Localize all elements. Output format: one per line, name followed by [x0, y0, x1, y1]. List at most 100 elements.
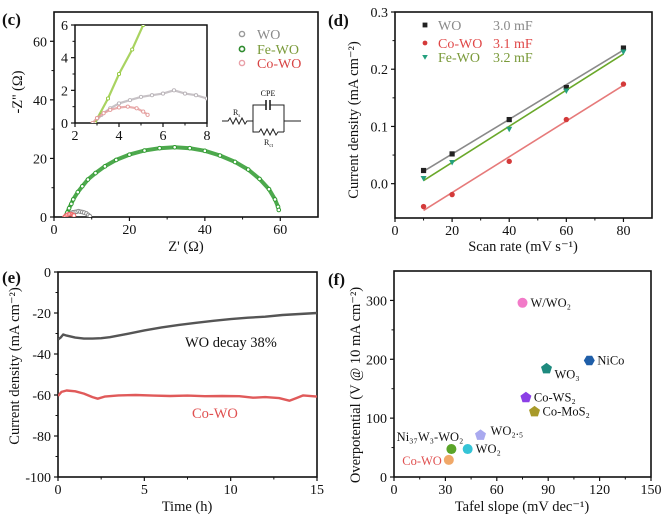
y-tick-label: 40	[33, 94, 47, 109]
y-tick-label: -40	[32, 348, 51, 363]
x-tick-label: 0	[392, 224, 399, 239]
legend-marker-co-wo	[238, 59, 246, 67]
legend-marker-fe-wo	[238, 45, 246, 53]
data-point-fe-wo	[70, 197, 76, 202]
legend-marker-wo	[422, 22, 428, 28]
x-tick-label: 5	[141, 483, 148, 498]
inset-data-point-co-wo	[108, 107, 113, 112]
inset-data-point-wo	[116, 101, 122, 106]
axes-f: 0 30 60 90 120 150 0 100 200 300	[366, 270, 662, 498]
inset-data-point-co-wo	[145, 112, 150, 117]
legend-marker-fe-wo	[422, 55, 428, 60]
inset-data-point-co-wo	[94, 116, 100, 121]
y-tick-label: 0.2	[371, 63, 389, 78]
x-tick-label: 60	[490, 483, 504, 498]
inset-data-point-fe-wo	[141, 25, 146, 28]
circuit-wire	[270, 104, 285, 132]
cpe-label: CPE	[261, 89, 276, 98]
marks-c	[62, 145, 282, 217]
legend-label-co-wo: Co-WO	[257, 57, 301, 72]
inset-data-point-wo	[138, 94, 144, 99]
legend-d: WO 3.0 mF Co-WO 3.1 mF Fe-WO 3.2 mF	[422, 19, 533, 66]
y-tick-label: 4	[61, 52, 68, 67]
y-tick-label: 20	[33, 152, 47, 167]
x-tick-label: 15	[310, 483, 324, 498]
data-point-wo	[87, 213, 93, 217]
data-point-fe-wo	[276, 207, 282, 213]
legend-label-fe-wo: Fe-WO	[438, 51, 480, 66]
x-tick-label: 4	[116, 129, 123, 144]
inset-data-point-wo	[193, 93, 199, 98]
point-label-w-wo: W/WO₂	[531, 296, 571, 310]
data-point-wo	[506, 116, 512, 123]
y-tick-label: -20	[32, 307, 51, 322]
panel-d-capacitance-plot: (d) Current density (mA cm⁻²) Scan rate …	[328, 6, 653, 255]
series-co-wo	[420, 81, 627, 212]
marks-e	[58, 311, 317, 402]
y-tick-label: 300	[366, 294, 387, 309]
inset-data-point-fe-wo	[130, 47, 135, 52]
inset-marks	[90, 25, 222, 123]
marks-d	[420, 45, 627, 212]
x-tick-label: 150	[641, 483, 662, 498]
legend-marker-wo	[238, 30, 246, 38]
resistor-rs-icon	[222, 116, 253, 126]
inset-data-point-wo	[219, 102, 222, 105]
point-label-wo: WO₃	[554, 368, 579, 382]
x-tick-label: 0	[391, 483, 398, 498]
y-axis-label-d: Current density (mA cm⁻²)	[346, 41, 362, 199]
x-tick-label: 0	[51, 223, 58, 238]
data-point-fe-wo	[449, 159, 456, 166]
data-point-fe-wo	[272, 197, 278, 202]
rs-label: Rs	[233, 108, 240, 119]
y-tick-label: 100	[366, 412, 387, 427]
series-wo	[420, 45, 627, 174]
series-line-fe-wo	[63, 145, 281, 217]
data-point-wo	[541, 362, 552, 374]
inset-data-point-wo	[171, 88, 177, 93]
x-axis-label-f: Tafel slope (mV dec⁻¹)	[455, 499, 589, 515]
legend-capacitance-wo: 3.0 mF	[493, 19, 533, 34]
plot-frame	[394, 11, 653, 219]
data-point-wo	[563, 84, 569, 91]
data-point-nico	[583, 355, 595, 366]
inset-data-point-co-wo	[90, 120, 95, 123]
panel-c-nyquist-plot: (c) -Z'' (Ω) Z' (Ω) 0 20 40 60 0 20 40 60 2 4 6 8 0…	[2, 10, 319, 255]
inset-data-point-co-wo	[101, 111, 106, 116]
y-tick-label: 2	[61, 84, 68, 99]
circuit-wire	[252, 104, 266, 121]
series-fe-wo	[420, 49, 627, 182]
data-point-fe-wo	[257, 176, 262, 182]
series-co-wo	[62, 211, 77, 217]
series-line-wo	[58, 311, 317, 341]
x-tick-label: 60	[273, 223, 287, 238]
rs-label-main: R	[233, 108, 239, 117]
series-line-co-wo	[58, 389, 317, 402]
y-tick-label: 60	[33, 35, 47, 50]
data-point-wo	[620, 45, 627, 51]
y-axis-label-e: Current density (mA cm⁻²)	[7, 287, 23, 445]
panel-label-d: (d)	[328, 11, 349, 30]
inset-data-point-wo	[127, 98, 133, 103]
inset-data-point-co-wo	[125, 104, 130, 109]
y-tick-label: 0.3	[371, 6, 389, 21]
panel-f-tafel-comparison-plot: (f) Overpotential (V @ 10 mA cm⁻²) Tafel…	[328, 270, 662, 515]
data-point-fe-wo	[420, 176, 427, 182]
data-point-ni-w-wo	[446, 444, 457, 455]
y-tick-label: -100	[25, 471, 51, 486]
inset-data-point-co-wo	[141, 109, 146, 114]
x-axis-label-d: Scan rate (mV s⁻¹)	[468, 239, 578, 255]
fit-line-fe-wo	[423, 53, 624, 182]
x-tick-label: 120	[589, 483, 610, 498]
data-point-fe-wo	[506, 126, 513, 133]
x-tick-label: 20	[445, 224, 459, 239]
plot-frame	[53, 11, 319, 218]
data-point-fe-wo	[142, 148, 147, 153]
inset-data-point-fe-wo	[105, 96, 111, 101]
legend-capacitance-fe-wo: 3.2 mF	[493, 51, 533, 66]
data-point-co-wo	[443, 454, 454, 465]
